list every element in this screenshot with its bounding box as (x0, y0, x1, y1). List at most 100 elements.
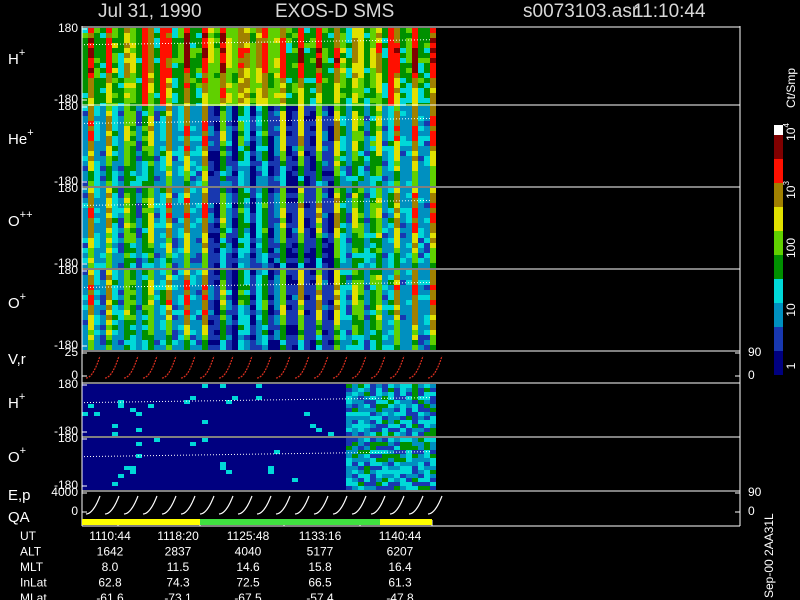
spectrogram-cell (88, 295, 94, 300)
spectrogram-cell (130, 408, 136, 412)
spectrogram-cell (100, 243, 106, 248)
spectrogram-cell (352, 141, 358, 146)
spectrogram-cell (88, 428, 94, 432)
spectrogram-cell (286, 416, 292, 420)
spectrogram-cell (370, 73, 376, 78)
spectrogram-cell (226, 48, 232, 53)
spectrogram-cell (172, 176, 178, 181)
spectrogram-cell (400, 43, 406, 48)
spectrogram-cell (82, 275, 88, 280)
spectrogram-cell (154, 384, 160, 388)
spectrogram-cell (430, 53, 436, 58)
spectrogram-cell (190, 454, 196, 458)
spectrogram-cell (214, 28, 220, 33)
spectrogram-cell (244, 33, 250, 38)
spectrogram-cell (136, 58, 142, 63)
spectrogram-cell (262, 310, 268, 315)
spectrogram-cell (382, 416, 388, 420)
spectrogram-cell (232, 396, 238, 400)
spectrogram-cell (82, 176, 88, 181)
spectrogram-cell (130, 28, 136, 33)
spectrogram-cell (256, 106, 262, 111)
spectrogram-cell (370, 198, 376, 203)
spectrogram-cell (340, 295, 346, 300)
spectrogram-cell (100, 486, 106, 490)
spectrogram-cell (238, 141, 244, 146)
spectrogram-cell (244, 248, 250, 253)
spectrogram-cell (310, 305, 316, 310)
spectrogram-cell (262, 450, 268, 454)
spectrogram-cell (358, 188, 364, 193)
spectrogram-cell (322, 238, 328, 243)
spectrogram-cell (178, 48, 184, 53)
spectrogram-cell (238, 420, 244, 424)
spectrogram-cell (118, 450, 124, 454)
spectrogram-cell (100, 176, 106, 181)
spectrogram-cell (148, 161, 154, 166)
spectrogram-cell (142, 310, 148, 315)
spectrogram-cell (232, 330, 238, 335)
spectrogram-cell (142, 285, 148, 290)
spectrogram-cell (334, 295, 340, 300)
spectrogram-cell (88, 330, 94, 335)
spectrogram-cell (424, 151, 430, 156)
spectrogram-cell (346, 290, 352, 295)
spectrogram-cell (172, 131, 178, 136)
spectrogram-cell (274, 388, 280, 392)
spectrogram-cell (376, 280, 382, 285)
spectrogram-cell (424, 392, 430, 396)
trace (180, 355, 196, 379)
spectrogram-cell (184, 486, 190, 490)
spectrogram-cell (358, 78, 364, 83)
spectrogram-cell (106, 330, 112, 335)
spectrogram-cell (286, 420, 292, 424)
spectrogram-cell (418, 171, 424, 176)
spectrogram-cell (220, 208, 226, 213)
spectrogram-cell (394, 136, 400, 141)
spectrogram-cell (232, 305, 238, 310)
spectrogram-cell (226, 68, 232, 73)
spectrogram-cell (250, 228, 256, 233)
spectrogram-cell (190, 270, 196, 275)
spectrogram-cell (280, 412, 286, 416)
spectrogram-cell (190, 233, 196, 238)
spectrogram-cell (148, 392, 154, 396)
spectrogram-cell (310, 280, 316, 285)
spectrogram-cell (142, 446, 148, 450)
spectrogram-cell (304, 198, 310, 203)
spectrogram-cell (196, 412, 202, 416)
spectrogram-cell (382, 396, 388, 400)
spectrogram-cell (184, 58, 190, 63)
spectrogram-cell (238, 238, 244, 243)
spectrogram-cell (328, 238, 334, 243)
spectrogram-cell (346, 188, 352, 193)
spectrogram-cell (94, 454, 100, 458)
spectrogram-cell (130, 58, 136, 63)
spectrogram-cell (88, 305, 94, 310)
spectrogram-cell (382, 156, 388, 161)
spectrogram-cell (310, 404, 316, 408)
spectrogram-cell (274, 400, 280, 404)
spectrogram-cell (220, 73, 226, 78)
spectrogram-cell (238, 198, 244, 203)
spectrogram-cell (400, 228, 406, 233)
spectrogram-cell (370, 300, 376, 305)
spectrogram-cell (232, 228, 238, 233)
spectrogram-cell (310, 111, 316, 116)
spectrogram-cell (130, 166, 136, 171)
spectrogram-cell (394, 63, 400, 68)
spectrogram-cell (190, 48, 196, 53)
spectrogram-cell (160, 156, 166, 161)
spectrogram-cell (304, 310, 310, 315)
spectrogram-cell (244, 335, 250, 340)
spectrogram-cell (88, 310, 94, 315)
spectrogram-cell (208, 181, 214, 186)
spectrogram-cell (358, 228, 364, 233)
spectrogram-cell (424, 420, 430, 424)
spectrogram-cell (184, 141, 190, 146)
spectrogram-cell (322, 275, 328, 280)
spectrogram-cell (226, 270, 232, 275)
spectrogram-cell (124, 454, 130, 458)
spectrogram-cell (148, 203, 154, 208)
spectrogram-cell (106, 396, 112, 400)
